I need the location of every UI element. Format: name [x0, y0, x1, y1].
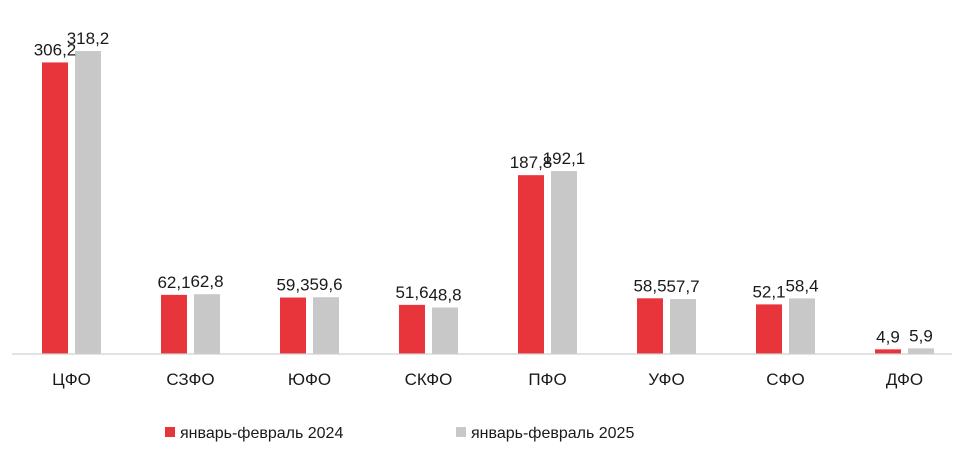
bar-2025-6	[789, 298, 815, 354]
bar-2025-1	[194, 294, 220, 354]
category-label-4: ПФО	[528, 370, 566, 389]
category-label-6: СФО	[766, 370, 804, 389]
bar-2024-5	[637, 298, 663, 354]
bar-2025-5	[670, 299, 696, 354]
bar-2025-3	[432, 307, 458, 354]
value-label-2024-7: 4,9	[876, 327, 900, 346]
value-label-2024-6: 52,1	[752, 282, 785, 301]
value-label-2025-6: 58,4	[785, 276, 818, 295]
value-label-2024-2: 59,3	[276, 276, 309, 295]
legend-swatch-2024	[165, 427, 175, 437]
bars-layer	[42, 51, 934, 354]
value-label-2025-7: 5,9	[909, 326, 933, 345]
category-label-7: ДФО	[886, 370, 923, 389]
value-label-2025-5: 57,7	[666, 277, 699, 296]
value-label-2024-3: 51,6	[395, 283, 428, 302]
value-label-2024-5: 58,5	[633, 276, 666, 295]
value-label-2024-1: 62,1	[157, 273, 190, 292]
legend-label-2024: январь-февраль 2024	[180, 425, 343, 442]
value-label-2024-4: 187,8	[510, 153, 553, 172]
bar-2024-0	[42, 62, 68, 354]
value-label-2025-4: 192,1	[543, 149, 586, 168]
legend: январь-февраль 2024 январь-февраль 2025	[165, 425, 634, 442]
bar-2025-4	[551, 171, 577, 354]
bar-2024-6	[756, 304, 782, 354]
value-label-2025-0: 318,2	[67, 29, 110, 48]
category-label-5: УФО	[648, 370, 684, 389]
bar-2024-3	[399, 304, 425, 354]
value-label-2025-2: 59,6	[309, 275, 342, 294]
value-label-2025-3: 48,8	[428, 286, 461, 305]
bar-2024-4	[518, 175, 544, 354]
bar-2024-7	[875, 349, 901, 354]
value-label-2025-1: 62,8	[190, 272, 223, 291]
bar-2024-1	[161, 294, 187, 354]
value-label-2024-0: 306,2	[34, 40, 77, 59]
legend-item-2025: январь-февраль 2025	[456, 425, 634, 442]
bar-2024-2	[280, 297, 306, 354]
bar-2025-7	[908, 348, 934, 354]
bar-2025-0	[75, 51, 101, 354]
category-label-0: ЦФО	[52, 370, 91, 389]
legend-label-2025: январь-февраль 2025	[471, 425, 634, 442]
category-label-3: СКФО	[405, 370, 453, 389]
category-label-2: ЮФО	[288, 370, 331, 389]
category-label-1: СЗФО	[166, 370, 214, 389]
legend-item-2024: январь-февраль 2024	[165, 425, 343, 442]
legend-swatch-2025	[456, 427, 466, 437]
bar-2025-2	[313, 297, 339, 354]
